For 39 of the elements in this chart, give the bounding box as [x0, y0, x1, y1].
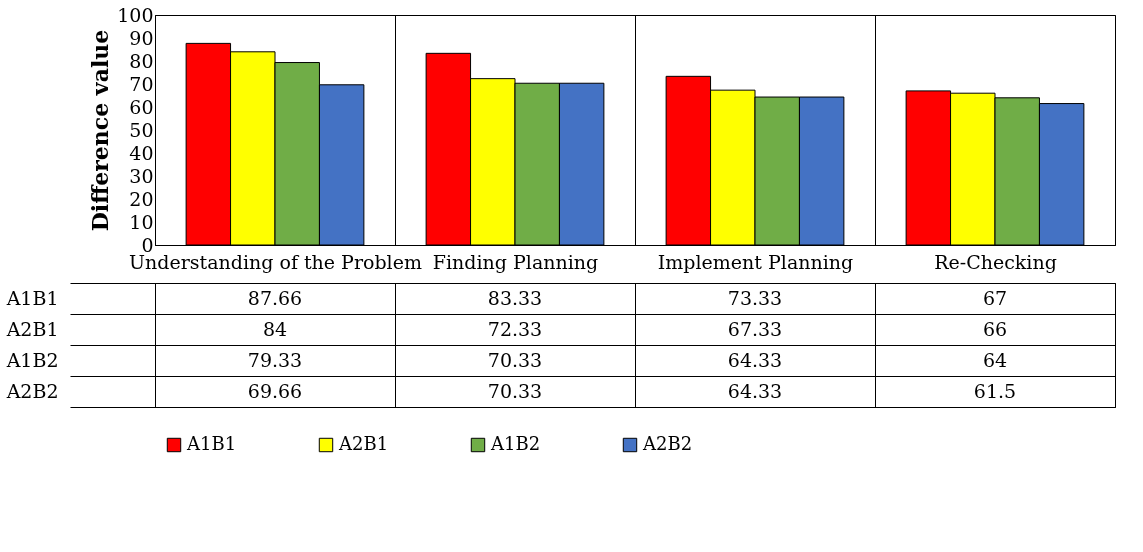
y-tick-label: 50 — [129, 118, 154, 141]
text: A2B2 — [6, 380, 59, 402]
y-tick-label: 100 — [117, 3, 154, 26]
data-label: 70.33 — [487, 348, 543, 371]
x-tick-label: Finding Planning — [432, 250, 599, 273]
y-tick-label: 70 — [129, 72, 154, 95]
y-tick-label: 80 — [129, 49, 154, 72]
y-tick-label: 0 — [141, 233, 154, 256]
text: A2B1 — [6, 318, 59, 340]
data-label: 73.33 — [727, 286, 783, 309]
y-tick-label: 60 — [129, 95, 154, 118]
data-label: 83.33 — [487, 286, 543, 309]
data-label: 79.33 — [247, 348, 303, 371]
y-tick-label: 90 — [129, 26, 154, 49]
data-label: 66 — [982, 317, 1008, 340]
y-tick-label: 20 — [129, 187, 154, 210]
data-label: 64.33 — [727, 348, 783, 371]
data-label: 64 — [982, 348, 1008, 371]
legend-label: A1B2 — [490, 433, 541, 454]
data-label: 67 — [982, 286, 1008, 309]
x-tick-label: Re-Checking — [934, 250, 1057, 273]
text: A1B2 — [6, 349, 59, 371]
legend-label: A2B1 — [338, 433, 389, 454]
data-label: 70.33 — [487, 379, 543, 402]
y-tick-label: 10 — [129, 210, 154, 233]
data-label: 72.33 — [487, 317, 543, 340]
data-label: 87.66 — [247, 286, 303, 309]
legend-label: A1B1 — [186, 433, 237, 454]
data-label: 64.33 — [727, 379, 783, 402]
data-label: 67.33 — [727, 317, 783, 340]
text: A1B1 — [6, 287, 59, 309]
y-tick-label: 40 — [129, 141, 154, 164]
y-tick-label: 30 — [129, 164, 154, 187]
y-axis-title: Difference value — [87, 29, 114, 232]
data-label: 61.5 — [973, 379, 1017, 402]
x-tick-label: Implement Planning — [657, 250, 854, 273]
legend-label: A2B2 — [642, 433, 693, 454]
data-label: 84 — [262, 317, 288, 340]
data-label: 69.66 — [247, 379, 303, 402]
